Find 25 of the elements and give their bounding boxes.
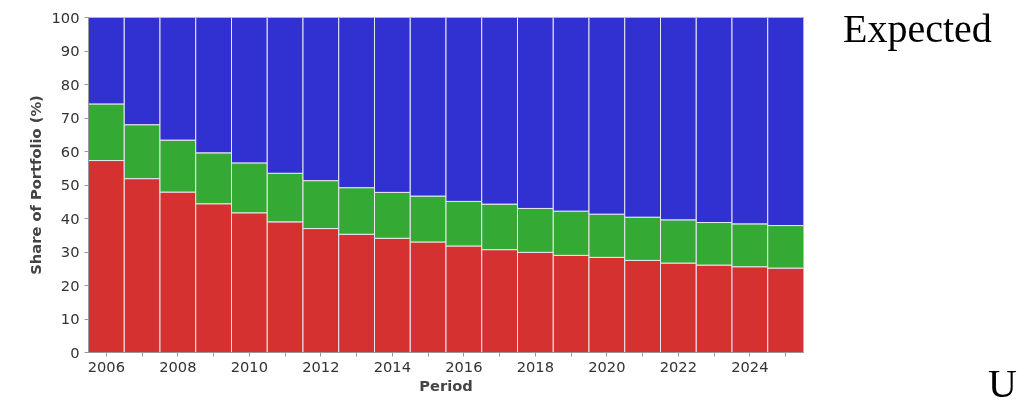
x-tick-label: 2020: [588, 357, 626, 375]
x-tick-label: 2018: [516, 357, 555, 375]
x-tick-label: 2008: [159, 357, 197, 375]
y-tick-label: 30: [60, 243, 80, 260]
x-tick-label: 2016: [445, 357, 483, 375]
y-tick-label: 80: [60, 75, 80, 93]
y-tick-label: 50: [60, 176, 80, 193]
text: U: [988, 360, 1017, 408]
y-tick-label: 70: [60, 109, 80, 126]
x-tick-label: 2012: [302, 357, 340, 375]
x-tick-label: 2014: [373, 357, 412, 375]
x-tick-label: 2006: [87, 357, 126, 375]
y-tick-label: 0: [70, 343, 80, 361]
y-tick-label: 20: [60, 276, 80, 294]
x-tick-label: 2024: [731, 357, 769, 375]
y-tick-label: 100: [51, 8, 80, 26]
text: Expected: [843, 5, 992, 53]
y-axis-title: Share of Portfolio (%): [26, 95, 44, 275]
x-tick-label: 2022: [659, 357, 698, 375]
y-tick-label: 90: [60, 42, 80, 59]
y-tick-label: 10: [60, 310, 80, 327]
x-tick-label: 2010: [230, 357, 269, 375]
y-tick-label: 60: [60, 142, 80, 160]
y-tick-label: 40: [60, 209, 80, 227]
x-axis-title: Period: [419, 376, 473, 394]
